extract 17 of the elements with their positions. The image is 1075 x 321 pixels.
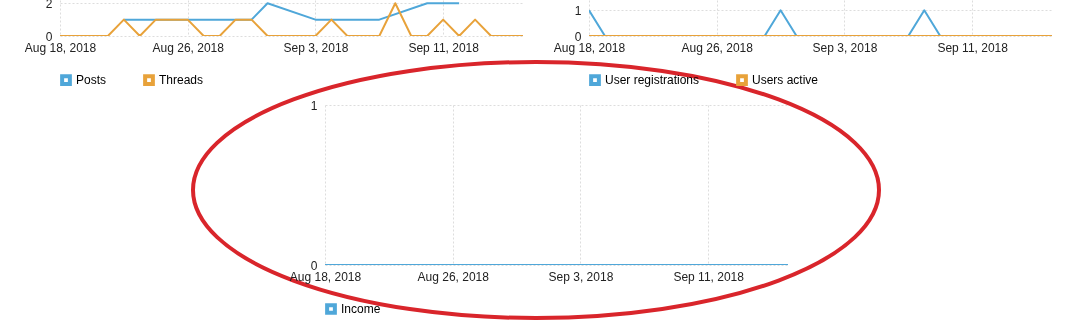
x-tick-label: Sep 3, 2018 (283, 40, 349, 55)
x-tick-label: Sep 11, 2018 (937, 40, 1009, 55)
x-tick-label: Aug 26, 2018 (417, 269, 490, 284)
x-tick-label: Aug 26, 2018 (681, 40, 754, 55)
legend-label: User registrations (605, 73, 700, 88)
x-tick-label: Sep 3, 2018 (548, 269, 614, 284)
legend-label: Income (341, 302, 381, 316)
x-tick-label: Sep 11, 2018 (408, 40, 480, 55)
y-tick-label: 1 (310, 98, 318, 113)
y-tick-label: 1 (574, 3, 582, 18)
legend-label: Posts (76, 73, 107, 88)
legend-label: Users active (752, 73, 819, 88)
y-tick-label: 2 (45, 0, 53, 11)
x-tick-label: Sep 3, 2018 (812, 40, 878, 55)
x-tick-label: Sep 11, 2018 (673, 269, 745, 284)
legend-label: Threads (159, 73, 204, 88)
x-tick-label: Aug 26, 2018 (152, 40, 225, 55)
